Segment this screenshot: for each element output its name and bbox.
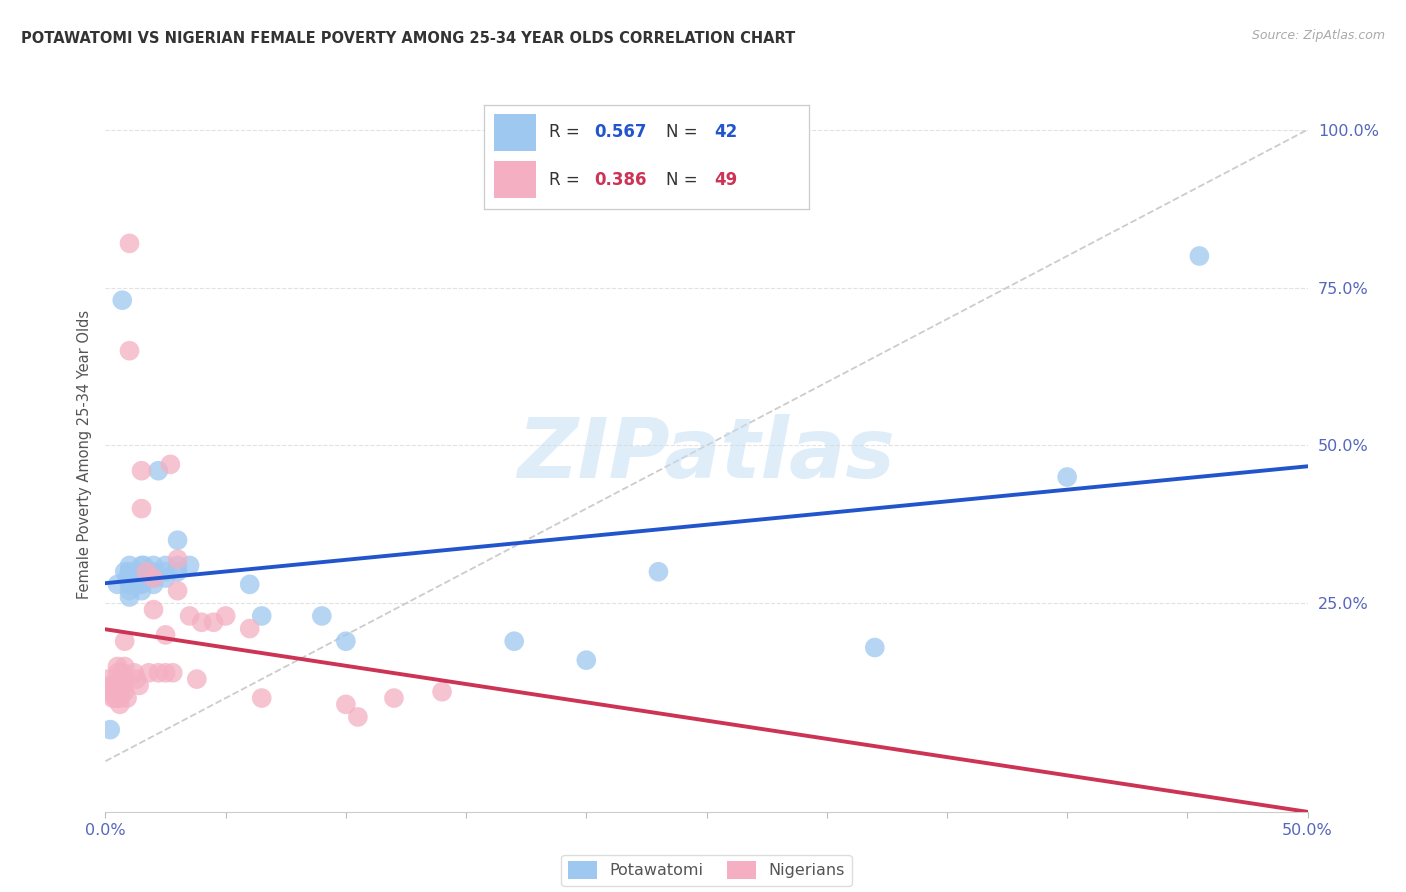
- Point: [125, 672, 148, 686]
- Point: [142, 602, 165, 616]
- Point: [111, 665, 134, 680]
- Point: [131, 577, 153, 591]
- Point: [132, 558, 155, 573]
- Point: [311, 609, 333, 624]
- Point: [118, 343, 141, 358]
- Point: [108, 698, 131, 712]
- Text: ZIPatlas: ZIPatlas: [517, 415, 896, 495]
- Point: [135, 565, 157, 579]
- Point: [382, 691, 405, 706]
- Point: [575, 653, 598, 667]
- Point: [118, 577, 141, 591]
- Point: [111, 293, 134, 308]
- Point: [124, 571, 146, 585]
- Point: [118, 565, 141, 579]
- Point: [142, 577, 165, 591]
- Point: [114, 565, 136, 579]
- Point: [114, 684, 136, 698]
- Point: [107, 691, 129, 706]
- Point: [131, 464, 153, 478]
- Point: [138, 665, 160, 680]
- Point: [128, 678, 150, 692]
- Point: [647, 565, 669, 579]
- Point: [107, 665, 129, 680]
- Point: [335, 698, 357, 712]
- Point: [97, 672, 120, 686]
- Point: [430, 684, 453, 698]
- Point: [131, 583, 153, 598]
- Point: [503, 634, 526, 648]
- Point: [107, 678, 129, 692]
- Point: [1056, 470, 1078, 484]
- Point: [98, 678, 121, 692]
- Point: [239, 577, 262, 591]
- Point: [118, 236, 141, 251]
- Point: [142, 571, 165, 585]
- Point: [155, 565, 177, 579]
- Point: [179, 558, 201, 573]
- Point: [142, 571, 165, 585]
- Point: [108, 691, 131, 706]
- Point: [1188, 249, 1211, 263]
- Point: [128, 577, 150, 591]
- Point: [118, 590, 141, 604]
- Point: [166, 533, 188, 548]
- Point: [142, 565, 165, 579]
- Point: [115, 691, 138, 706]
- Point: [142, 558, 165, 573]
- Point: [190, 615, 212, 630]
- Point: [239, 622, 262, 636]
- Point: [114, 672, 136, 686]
- Point: [98, 684, 121, 698]
- Point: [114, 634, 136, 648]
- Point: [166, 583, 188, 598]
- Point: [214, 609, 236, 624]
- Point: [104, 684, 127, 698]
- Point: [202, 615, 225, 630]
- Point: [131, 571, 153, 585]
- Point: [155, 558, 177, 573]
- Point: [118, 583, 141, 598]
- Point: [162, 665, 184, 680]
- Point: [155, 665, 177, 680]
- Point: [347, 710, 370, 724]
- Point: [155, 571, 177, 585]
- Point: [115, 571, 138, 585]
- Legend: Potawatomi, Nigerians: Potawatomi, Nigerians: [561, 855, 852, 886]
- Text: POTAWATOMI VS NIGERIAN FEMALE POVERTY AMONG 25-34 YEAR OLDS CORRELATION CHART: POTAWATOMI VS NIGERIAN FEMALE POVERTY AM…: [21, 31, 796, 46]
- Point: [101, 691, 124, 706]
- Point: [107, 659, 129, 673]
- Point: [250, 609, 273, 624]
- Point: [166, 558, 188, 573]
- Point: [132, 571, 155, 585]
- Point: [101, 678, 124, 692]
- Point: [335, 634, 357, 648]
- Point: [107, 577, 129, 591]
- Point: [166, 552, 188, 566]
- Point: [114, 659, 136, 673]
- Point: [111, 678, 134, 692]
- Point: [155, 628, 177, 642]
- Point: [118, 558, 141, 573]
- Point: [138, 565, 160, 579]
- Point: [131, 501, 153, 516]
- Point: [98, 723, 121, 737]
- Point: [148, 464, 170, 478]
- Point: [250, 691, 273, 706]
- Point: [104, 691, 127, 706]
- Text: Source: ZipAtlas.com: Source: ZipAtlas.com: [1251, 29, 1385, 42]
- Point: [124, 665, 146, 680]
- Point: [166, 565, 188, 579]
- Point: [148, 665, 170, 680]
- Point: [863, 640, 886, 655]
- Point: [125, 565, 148, 579]
- Point: [159, 458, 181, 472]
- Point: [186, 672, 208, 686]
- Y-axis label: Female Poverty Among 25-34 Year Olds: Female Poverty Among 25-34 Year Olds: [76, 310, 91, 599]
- Point: [179, 609, 201, 624]
- Point: [131, 558, 153, 573]
